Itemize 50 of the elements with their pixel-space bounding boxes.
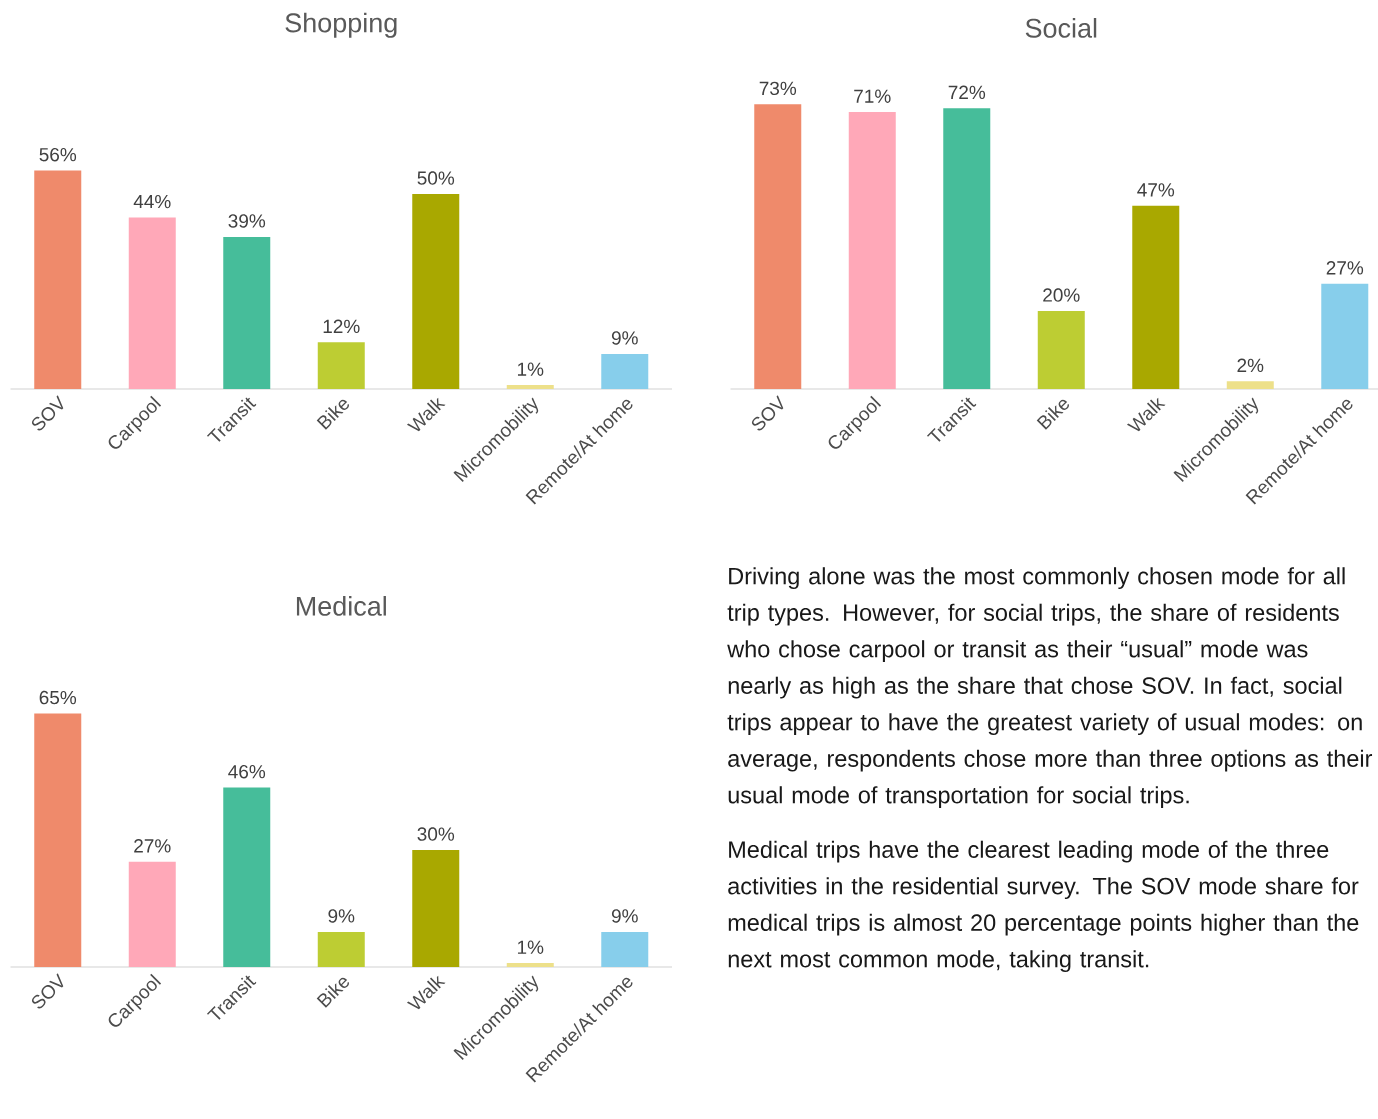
data-label: 44%: [133, 194, 171, 209]
x-tick-label: Bike: [1036, 399, 1069, 430]
data-label: 2%: [1237, 358, 1264, 372]
data-label: 47%: [1137, 183, 1175, 197]
data-label: 72%: [948, 85, 986, 99]
bar: [128, 861, 176, 967]
data-label: 56%: [39, 147, 77, 162]
bar: [1321, 283, 1369, 389]
x-tick-label: Bike: [316, 399, 349, 430]
bar: [1226, 381, 1274, 389]
data-label: 73%: [759, 81, 797, 96]
bar: [412, 193, 460, 389]
bar: [848, 112, 896, 389]
data-label: 27%: [134, 839, 171, 853]
data-label: 39%: [228, 214, 266, 228]
data-label: 12%: [323, 319, 360, 333]
data-label: 20%: [1043, 288, 1080, 302]
bar: [317, 342, 365, 389]
data-label: 9%: [611, 331, 638, 345]
bar: [506, 963, 554, 967]
text: Medical trips have the clearest leading mode of the three activities in the residential survey. The SOV mode share for medical trips is almost 20 percentage points higher than the next most common mode, taking transit.: [728, 840, 1359, 973]
bar: [943, 108, 991, 389]
bar: [34, 713, 82, 967]
data-label: 46%: [228, 764, 266, 779]
bar: [1037, 310, 1085, 389]
chart-title: Social: [1025, 17, 1097, 38]
data-label: 27%: [1326, 261, 1364, 275]
chart-title: Medical: [296, 595, 386, 616]
bar: [412, 850, 460, 967]
text: Driving alone was the most commonly chosen mode for all trip types. However, for social trips, the share of residents who chose carpool or transit as their “usual” mode was nearly as high as the share that chose SOV. In fact, social trips appear to have the greatest variety of usual modes: on average, respondents chose more than three options as their usual mode of transportation for social trips.: [727, 567, 1373, 809]
data-label: 50%: [417, 171, 455, 185]
bar: [601, 931, 649, 967]
data-label: 65%: [39, 690, 77, 705]
data-label: 30%: [417, 827, 455, 841]
bar: [223, 787, 271, 967]
chart-title: Shopping: [285, 12, 397, 38]
bar: [34, 170, 82, 389]
x-tick-label: Bike: [316, 977, 349, 1008]
data-label: 1%: [517, 940, 544, 954]
data-label: 9%: [328, 909, 355, 923]
bar: [223, 236, 271, 389]
data-label: 1%: [517, 362, 544, 376]
data-label: 9%: [611, 909, 638, 923]
bar: [506, 385, 554, 389]
bar: [754, 104, 802, 389]
bar: [601, 353, 649, 389]
data-label: 71%: [854, 89, 891, 103]
bar: [317, 931, 365, 967]
bar: [128, 217, 176, 389]
bar: [1132, 205, 1180, 389]
